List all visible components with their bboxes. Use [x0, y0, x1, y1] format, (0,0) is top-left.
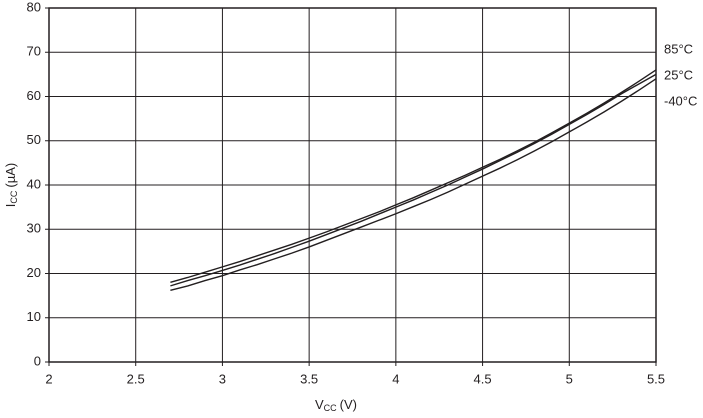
y-tick-label: 20 [27, 265, 41, 280]
x-tick-label: 4 [392, 371, 399, 386]
x-label-unit: (V) [340, 397, 357, 412]
x-label-main: V [315, 397, 324, 412]
series-line [170, 69, 657, 284]
plot-frame [48, 7, 657, 363]
y-label-unit: (µA) [3, 163, 18, 188]
x-tick-label: 3.5 [300, 371, 318, 386]
y-axis-label: ICC (µA) [3, 163, 19, 207]
x-tick-label: 5 [566, 371, 573, 386]
y-tick-label: 10 [27, 309, 41, 324]
y-label-sub: CC [9, 190, 19, 203]
y-label-main: I [3, 204, 18, 208]
legend-label: 25°C [664, 67, 693, 82]
y-tick-label: 40 [27, 176, 41, 191]
x-tick-label: 5.5 [647, 371, 665, 386]
x-tick-label: 3 [219, 371, 226, 386]
x-tick-label: 4.5 [474, 371, 492, 386]
x-label-sub: CC [324, 403, 337, 413]
x-tick-label: 2 [45, 371, 52, 386]
x-tick-label: 2.5 [127, 371, 145, 386]
legend-label: -40°C [664, 93, 697, 108]
y-tick-label: 60 [27, 88, 41, 103]
y-tick-label: 30 [27, 221, 41, 236]
y-tick-label: 0 [34, 353, 41, 368]
y-tick-label: 70 [27, 44, 41, 59]
legend-label: 85°C [664, 41, 693, 56]
series-line [170, 78, 657, 291]
y-tick-label: 50 [27, 132, 41, 147]
y-tick-label: 80 [27, 0, 41, 14]
series-line [170, 73, 657, 287]
x-axis-label: VCC (V) [315, 397, 357, 413]
